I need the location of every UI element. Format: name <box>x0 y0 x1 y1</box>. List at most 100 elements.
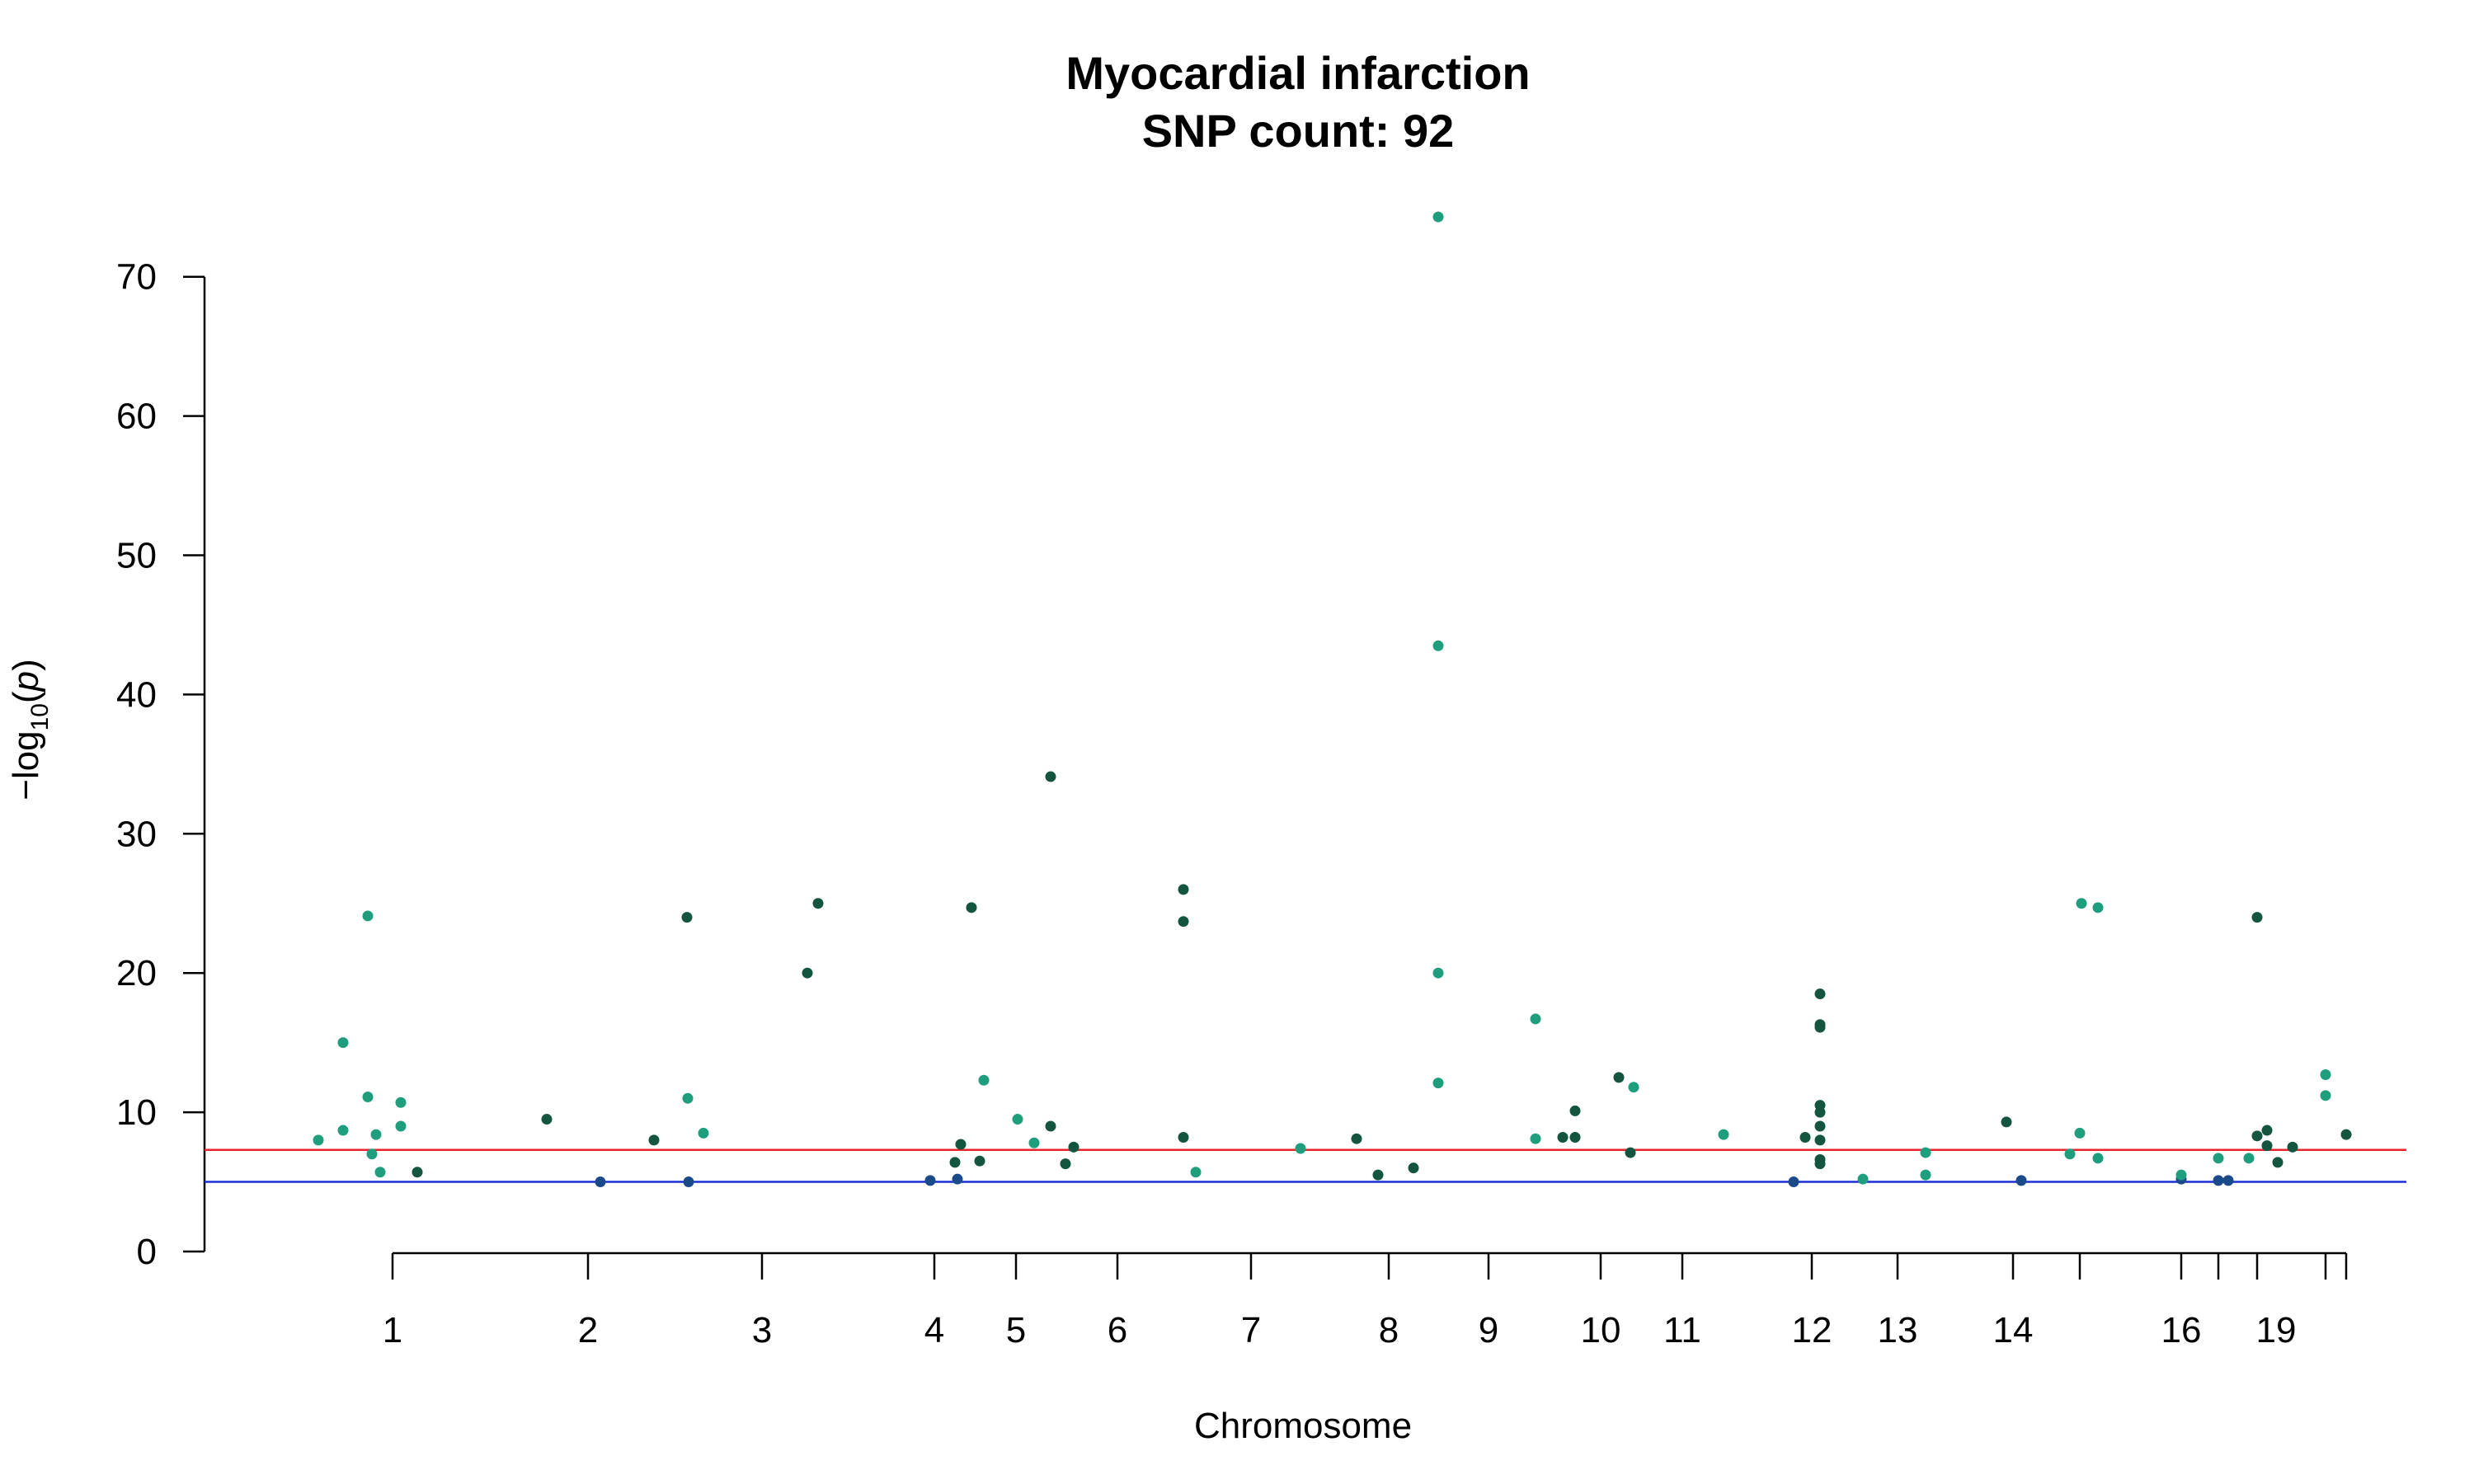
snp-point <box>648 1134 660 1146</box>
x-tick-label: 9 <box>1479 1310 1498 1350</box>
x-tick-label: 12 <box>1792 1310 1832 1350</box>
x-tick-label: 10 <box>1581 1310 1621 1350</box>
snp-point <box>412 1167 423 1178</box>
snp-point <box>2076 898 2087 909</box>
snp-point <box>1530 1013 1541 1025</box>
snp-point <box>1432 967 1444 979</box>
snp-point <box>370 1129 382 1140</box>
snp-point <box>1814 1106 1826 1118</box>
snp-point <box>683 1176 694 1188</box>
snp-point <box>924 1175 936 1186</box>
y-axis-title-prefix: −log <box>6 730 46 800</box>
snp-point <box>1569 1132 1581 1144</box>
snp-point <box>1372 1169 1384 1181</box>
snp-point <box>2251 912 2263 923</box>
snp-point <box>1530 1133 1541 1144</box>
x-tick-label: 19 <box>2256 1310 2297 1350</box>
x-tick-label: 1 <box>383 1310 402 1350</box>
snp-point <box>1060 1158 1071 1170</box>
snp-point <box>1557 1132 1569 1144</box>
y-tick-label: 30 <box>116 814 157 854</box>
snp-point <box>2001 1116 2012 1128</box>
snp-point <box>1351 1133 1362 1144</box>
y-axis-title-paren-open: ( <box>6 691 46 703</box>
snp-point <box>2015 1175 2027 1186</box>
snp-point <box>2261 1140 2273 1152</box>
snp-point <box>1788 1176 1799 1188</box>
snp-point <box>2074 1127 2086 1139</box>
snp-point <box>1814 1021 1826 1033</box>
snp-point <box>1190 1167 1202 1178</box>
x-tick-label: 16 <box>2161 1310 2202 1350</box>
snp-point <box>978 1074 990 1086</box>
snp-point <box>1814 1158 1826 1170</box>
chart-subtitle: SNP count: 92 <box>1142 105 1455 157</box>
x-tick-label: 6 <box>1108 1310 1127 1350</box>
snp-point <box>1028 1137 1040 1148</box>
snp-point <box>2092 902 2104 913</box>
snp-point <box>2175 1169 2187 1181</box>
snp-point <box>2320 1068 2331 1080</box>
snp-point <box>802 967 813 979</box>
snp-point <box>1814 989 1826 1000</box>
snp-point <box>2243 1153 2255 1164</box>
snp-point <box>1295 1143 1306 1154</box>
snp-point <box>362 910 374 922</box>
snp-point <box>681 912 693 923</box>
snp-point <box>337 1037 349 1049</box>
snp-point <box>2222 1175 2234 1186</box>
snp-point <box>966 902 977 913</box>
snp-point <box>952 1173 963 1185</box>
snp-point <box>2320 1090 2331 1101</box>
snp-point <box>1718 1129 1729 1140</box>
snp-point <box>2261 1125 2273 1136</box>
snp-point <box>1012 1114 1023 1125</box>
snp-point <box>1814 1134 1826 1146</box>
snp-point <box>955 1139 967 1150</box>
x-tick-label: 11 <box>1663 1310 1701 1350</box>
snp-point <box>1628 1082 1639 1093</box>
snp-point <box>1178 884 1189 895</box>
chart-title: Myocardial infarction <box>1065 47 1530 99</box>
snp-point <box>682 1092 694 1104</box>
y-axis-title-variable: p <box>6 671 46 693</box>
snp-point <box>1408 1162 1419 1174</box>
snp-point <box>2287 1141 2298 1153</box>
snp-point <box>2213 1175 2224 1186</box>
x-tick-label: 8 <box>1379 1310 1399 1350</box>
y-tick-label: 0 <box>137 1232 157 1272</box>
snp-point <box>2213 1153 2224 1164</box>
y-axis-title: −log10(p) <box>6 659 54 801</box>
snp-point <box>1045 1120 1056 1132</box>
snp-point <box>1569 1105 1581 1116</box>
snp-point <box>1613 1072 1625 1083</box>
x-tick-label: 4 <box>924 1310 944 1350</box>
snp-point <box>2064 1148 2076 1160</box>
x-axis: 1 2 3 4 5 6 7 8 9 10 11 12 13 14 16 19 <box>383 1252 2348 1350</box>
data-points <box>313 211 2352 1188</box>
x-tick-label: 13 <box>1878 1310 1918 1350</box>
snp-point <box>595 1176 606 1188</box>
snp-point <box>974 1155 985 1167</box>
snp-point <box>1178 916 1189 928</box>
snp-point <box>1432 1078 1444 1089</box>
snp-point <box>1625 1147 1636 1158</box>
snp-point <box>1799 1132 1811 1144</box>
snp-point <box>698 1127 709 1139</box>
snp-point <box>1857 1173 1869 1185</box>
snp-point <box>1432 640 1444 651</box>
y-axis-title-subscript: 10 <box>26 703 54 730</box>
snp-point <box>374 1167 386 1178</box>
snp-point <box>1814 1120 1826 1132</box>
snp-point <box>395 1097 407 1108</box>
x-tick-label: 7 <box>1241 1310 1261 1350</box>
snp-point <box>2251 1130 2263 1142</box>
snp-point <box>337 1125 349 1136</box>
snp-point <box>1432 211 1444 223</box>
x-axis-title: Chromosome <box>1194 1406 1412 1446</box>
snp-point <box>2092 1153 2104 1164</box>
snp-point <box>812 898 824 909</box>
x-tick-label: 5 <box>1006 1310 1026 1350</box>
snp-point <box>1045 771 1056 782</box>
snp-point <box>313 1134 324 1146</box>
